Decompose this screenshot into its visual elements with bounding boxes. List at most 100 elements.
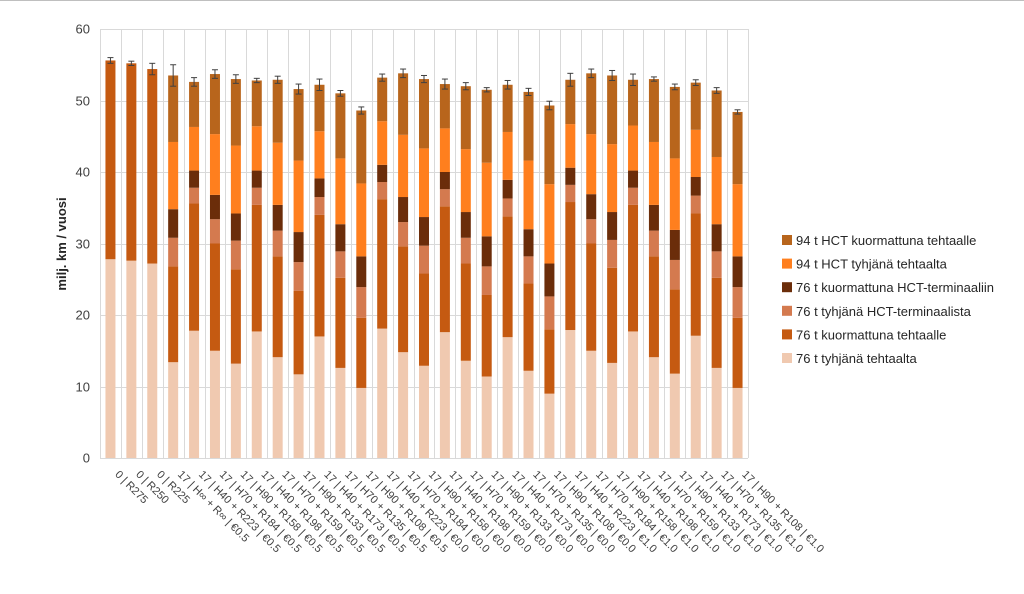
- legend-swatch: [782, 258, 792, 269]
- bar-segment: [565, 330, 576, 458]
- y-tick-label: 10: [76, 380, 90, 395]
- bar-segment: [398, 352, 409, 458]
- bar-segment: [439, 189, 450, 207]
- bar-segment: [481, 376, 492, 458]
- bar-segment: [460, 212, 471, 238]
- bar-segment: [105, 259, 116, 458]
- bar-segment: [607, 267, 618, 363]
- bar-segment: [711, 90, 722, 157]
- bar-segment: [398, 222, 409, 247]
- bar-segment: [272, 230, 283, 257]
- bar-segment: [565, 167, 576, 185]
- y-tick-label: 30: [76, 237, 90, 252]
- bar-segment: [607, 239, 618, 268]
- legend-label: 76 t kuormattuna HCT-terminaaliin: [796, 280, 994, 295]
- legend-swatch: [782, 235, 792, 245]
- bar-segment: [523, 283, 534, 371]
- bar-segment: [502, 84, 513, 132]
- bar-segment: [209, 219, 220, 244]
- bar-segment: [586, 73, 597, 135]
- bar-segment: [711, 367, 722, 458]
- bar-segment: [356, 110, 367, 184]
- bar-segment: [607, 75, 618, 145]
- bar-segment: [335, 251, 346, 278]
- bar-segment: [502, 198, 513, 217]
- bar-segment: [586, 194, 597, 220]
- bar-segment: [544, 263, 555, 297]
- bar-segment: [460, 360, 471, 458]
- bar-segment: [335, 158, 346, 225]
- bar-segment: [251, 80, 262, 127]
- bar-segment: [251, 204, 262, 332]
- bar-segment: [230, 79, 241, 146]
- bar-segment: [314, 197, 325, 215]
- bar-segment: [126, 260, 137, 458]
- bar-segment: [439, 84, 450, 129]
- y-tick-label: 0: [83, 451, 90, 466]
- bar-segment: [398, 197, 409, 223]
- bar-segment: [544, 105, 555, 185]
- y-tick-label: 60: [76, 22, 90, 37]
- bar-segment: [565, 184, 576, 203]
- y-tick-label: 50: [76, 94, 90, 109]
- bar-segment: [168, 209, 179, 238]
- bar-segment: [565, 202, 576, 331]
- bar-segment: [293, 232, 304, 263]
- bar-segment: [523, 370, 534, 458]
- bar-segment: [502, 131, 513, 180]
- bar-segment: [648, 79, 659, 142]
- bar-segment: [544, 393, 555, 458]
- bar-segment: [230, 213, 241, 241]
- bar-segment: [732, 317, 743, 388]
- bar-segment: [628, 125, 639, 171]
- bar-segment: [356, 183, 367, 257]
- bar-segment: [711, 156, 722, 225]
- bar-segment: [732, 111, 743, 185]
- bar-segment: [586, 350, 597, 458]
- bar-segment: [251, 170, 262, 188]
- bar-segment: [377, 328, 388, 458]
- bar-segment: [335, 93, 346, 159]
- bar-segment: [209, 194, 220, 220]
- bar-segment: [669, 86, 680, 159]
- bar-segment: [711, 251, 722, 278]
- bar-segment: [481, 236, 492, 267]
- bar-segment: [690, 213, 701, 336]
- bar-segment: [168, 266, 179, 363]
- bar-segment: [669, 158, 680, 230]
- bar-segment: [523, 160, 534, 230]
- bar-segment: [648, 230, 659, 257]
- bar-segment: [168, 75, 179, 142]
- bar-segment: [189, 170, 200, 188]
- bar-segment: [481, 294, 492, 377]
- bar-segment: [377, 199, 388, 329]
- legend-label: 76 t kuormattuna tehtaalle: [796, 327, 946, 342]
- bar-segment: [168, 237, 179, 267]
- bar-segment: [293, 160, 304, 233]
- bar-segment: [648, 256, 659, 358]
- bar-segment: [669, 373, 680, 458]
- bar-segment: [335, 277, 346, 368]
- y-axis-ticks: 0 10 20 30 40 50 60: [76, 22, 90, 466]
- bar-segment: [523, 229, 534, 257]
- bar-segment: [419, 148, 429, 218]
- bar-segment: [419, 217, 429, 246]
- bar-segment: [209, 74, 220, 135]
- bar-segment: [607, 212, 618, 240]
- bar-segment: [314, 336, 325, 458]
- error-bars: [107, 57, 741, 115]
- bar-segment: [398, 246, 409, 353]
- bar-segment: [251, 331, 262, 458]
- bar-segment: [628, 79, 639, 126]
- bar-segment: [481, 162, 492, 237]
- bar-segment: [314, 131, 325, 179]
- bar-segment: [419, 365, 429, 458]
- bar-segment: [628, 170, 639, 188]
- y-tick-label: 40: [76, 165, 90, 180]
- legend-swatch: [782, 329, 792, 340]
- bar-segment: [690, 335, 701, 458]
- bar-segment: [209, 243, 220, 351]
- bar-segment: [481, 266, 492, 295]
- bar-segment: [398, 73, 409, 135]
